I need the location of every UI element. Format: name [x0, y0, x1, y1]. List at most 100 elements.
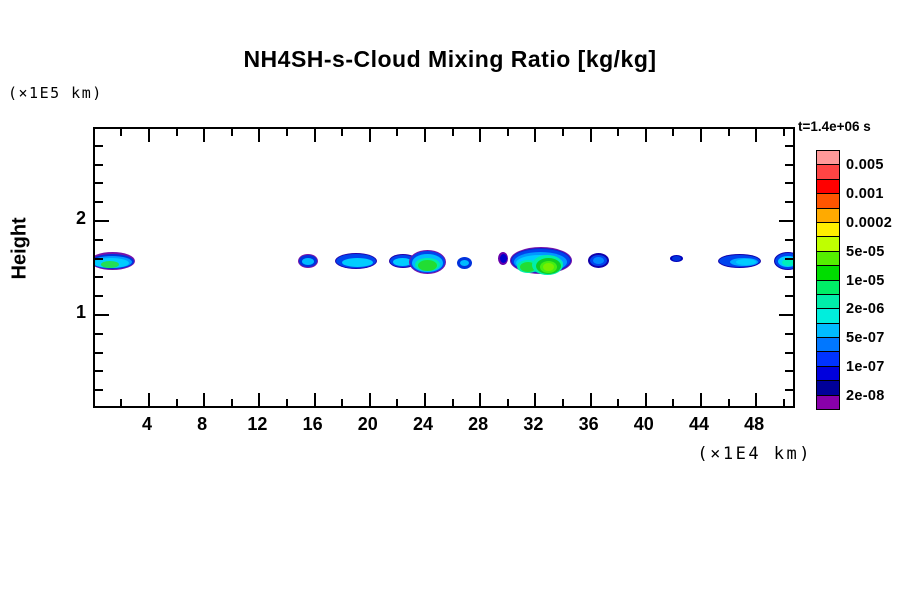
colorbar-cell: [816, 351, 840, 367]
x-tick: [562, 129, 564, 136]
x-tick-label: 16: [302, 414, 323, 434]
x-tick: [534, 129, 537, 142]
x-tick: [589, 393, 592, 406]
x-tick: [506, 129, 509, 136]
colorbar-label: 5e-05: [846, 243, 885, 260]
colorbar-cell: [816, 365, 840, 382]
plot-area: [93, 127, 795, 408]
x-tick: [230, 129, 233, 136]
x-tick: [479, 393, 482, 406]
y-tick: [95, 144, 103, 147]
y-tick: [95, 314, 109, 316]
y-tick: [95, 351, 103, 354]
x-tick: [424, 393, 426, 406]
colorbar-cell: [816, 221, 840, 238]
colorbar-cell: [816, 322, 840, 339]
colorbar-cell: [816, 164, 840, 180]
x-tick-label: 48: [744, 414, 765, 434]
x-tick: [258, 129, 261, 142]
y-tick: [785, 257, 793, 260]
colorbar-cell: [816, 207, 840, 223]
cloud-blob: [736, 259, 756, 265]
x-tick: [727, 399, 730, 406]
cloud-blob: [672, 256, 681, 261]
x-tick: [175, 129, 178, 136]
x-tick-label: 32: [523, 414, 544, 434]
colorbar-cell: [816, 380, 840, 396]
x-tick: [644, 393, 647, 406]
x-tick-label: 12: [247, 414, 268, 434]
time-label: t=1.4e+06 s: [798, 119, 871, 134]
x-tick-label: 36: [578, 414, 599, 434]
y-tick: [785, 370, 793, 373]
x-tick: [120, 129, 123, 136]
x-tick: [120, 399, 123, 406]
x-tick: [755, 129, 758, 142]
x-tick: [424, 129, 426, 142]
y-tick: [95, 201, 103, 204]
y-tick: [95, 163, 103, 166]
cloud-blob: [460, 260, 469, 266]
x-tick: [617, 399, 620, 406]
x-tick: [782, 129, 785, 136]
x-tick-label: 8: [197, 414, 208, 434]
cloud-blob: [393, 258, 412, 266]
cloud-blob: [593, 257, 604, 264]
colorbar-label: 2e-08: [846, 387, 885, 404]
x-tick: [286, 399, 288, 406]
x-tick-label: 40: [633, 414, 654, 434]
y-tick: [785, 332, 793, 335]
colorbar-cell: [816, 193, 840, 209]
x-tick-label: 24: [412, 414, 434, 434]
x-tick: [700, 393, 702, 406]
x-tick-label: 28: [468, 414, 489, 434]
colorbar-cell: [816, 279, 840, 295]
colorbar-label: 0.001: [846, 186, 884, 203]
y-tick: [785, 295, 793, 298]
colorbar-cell: [816, 250, 840, 267]
y-tick: [785, 163, 793, 166]
cloud-blob: [543, 263, 554, 271]
colorbar-cell: [816, 265, 840, 281]
colorbar-label: 5e-07: [846, 330, 885, 347]
x-tick: [230, 399, 233, 406]
x-tick: [341, 129, 344, 136]
cloud-blob: [520, 262, 536, 272]
x-axis-unit-label: (×1E4 km): [697, 444, 812, 464]
x-tick: [175, 399, 178, 406]
x-tick: [396, 399, 399, 406]
x-tick: [148, 393, 150, 406]
colorbar-label: 1e-07: [846, 359, 885, 375]
colorbar-cell: [816, 236, 840, 252]
x-tick: [203, 129, 206, 142]
x-tick: [451, 129, 454, 136]
y-tick: [785, 201, 793, 204]
y-tick: [95, 182, 103, 185]
y-tick: [785, 144, 793, 147]
x-tick: [368, 393, 371, 406]
x-tick: [727, 129, 730, 136]
colorbar-label: 0.005: [846, 157, 884, 174]
y-tick: [95, 295, 103, 298]
colorbar: [816, 150, 840, 411]
x-tick: [506, 399, 509, 406]
y-tick: [785, 182, 793, 185]
x-tick: [451, 399, 454, 406]
colorbar-cell: [816, 337, 840, 353]
y-tick: [95, 276, 103, 279]
x-tick-label: 4: [141, 414, 153, 434]
x-tick: [286, 129, 288, 136]
y-tick-label: 2: [75, 208, 86, 229]
x-tick: [782, 399, 785, 406]
x-tick: [589, 129, 592, 142]
chart-title: NH4SH-s-Cloud Mixing Ratio [kg/kg]: [243, 46, 657, 72]
cloud-blob: [782, 259, 793, 266]
x-tick: [755, 393, 758, 406]
y-tick: [95, 238, 103, 241]
y-tick: [785, 351, 793, 354]
x-tick: [313, 393, 316, 406]
y-axis-title: Height: [8, 217, 31, 280]
cloud-blob: [418, 260, 437, 271]
y-tick: [95, 370, 103, 373]
